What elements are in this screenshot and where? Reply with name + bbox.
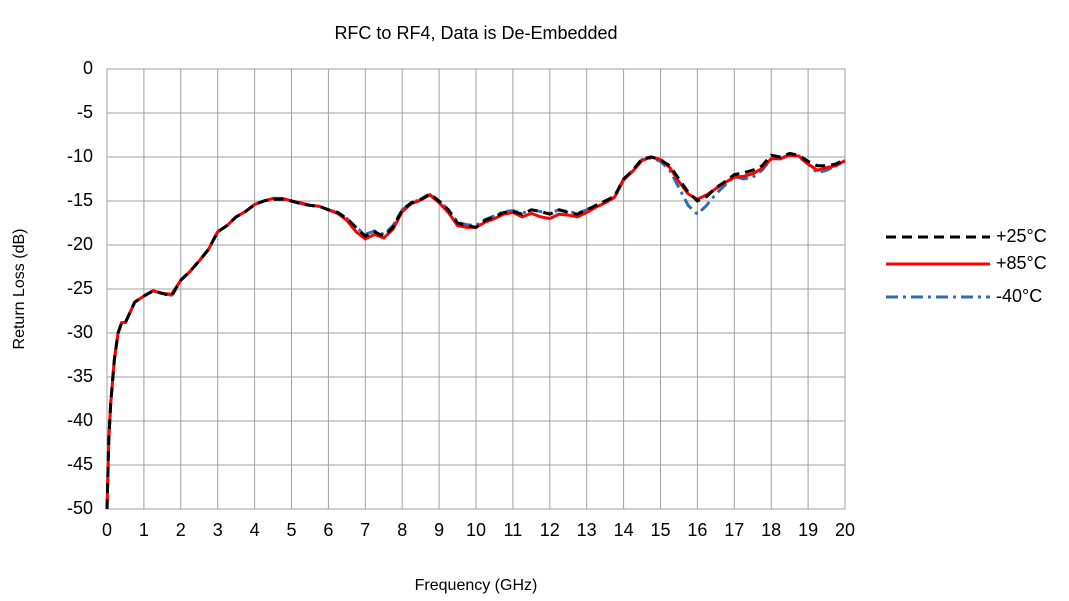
x-tick-label: 20 xyxy=(835,520,855,540)
y-tick-label: -35 xyxy=(67,366,93,386)
y-tick-label: -45 xyxy=(67,454,93,474)
x-tick-label: 7 xyxy=(360,520,370,540)
series-line xyxy=(105,151,846,510)
y-tick-label: -5 xyxy=(77,102,93,122)
legend-label: +25°C xyxy=(996,226,1047,246)
y-tick-label: -10 xyxy=(67,146,93,166)
legend-label: -40°C xyxy=(996,286,1042,306)
x-tick-label: 17 xyxy=(724,520,744,540)
x-tick-label: 10 xyxy=(466,520,486,540)
y-axis-label: Return Loss (dB) xyxy=(11,229,28,350)
x-tick-label: 9 xyxy=(434,520,444,540)
y-tick-label: -20 xyxy=(67,234,93,254)
y-tick-label: -15 xyxy=(67,190,93,210)
x-tick-label: 11 xyxy=(504,520,523,540)
y-tick-label: -40 xyxy=(67,410,93,430)
x-tick-label: 2 xyxy=(176,520,186,540)
y-tick-label: -30 xyxy=(67,322,93,342)
series-line xyxy=(105,153,846,510)
x-tick-label: 1 xyxy=(139,520,149,540)
x-tick-label: 4 xyxy=(250,520,260,540)
x-tick-label: 16 xyxy=(687,520,707,540)
chart-title: RFC to RF4, Data is De-Embedded xyxy=(334,23,617,43)
y-tick-label: 0 xyxy=(83,58,93,78)
x-tick-label: 0 xyxy=(102,520,112,540)
x-tick-label: 15 xyxy=(650,520,670,540)
x-tick-label: 18 xyxy=(761,520,781,540)
x-tick-label: 19 xyxy=(798,520,818,540)
x-tick-label: 8 xyxy=(397,520,407,540)
legend-label: +85°C xyxy=(996,253,1047,273)
y-tick-label: -25 xyxy=(67,278,93,298)
x-tick-label: 5 xyxy=(286,520,296,540)
x-tick-label: 14 xyxy=(614,520,634,540)
x-tick-label: 3 xyxy=(213,520,223,540)
x-tick-label: 13 xyxy=(577,520,597,540)
y-tick-label: -50 xyxy=(67,498,93,518)
x-tick-label: 12 xyxy=(540,520,560,540)
x-axis-label: Frequency (GHz) xyxy=(415,577,538,594)
x-tick-label: 6 xyxy=(323,520,333,540)
